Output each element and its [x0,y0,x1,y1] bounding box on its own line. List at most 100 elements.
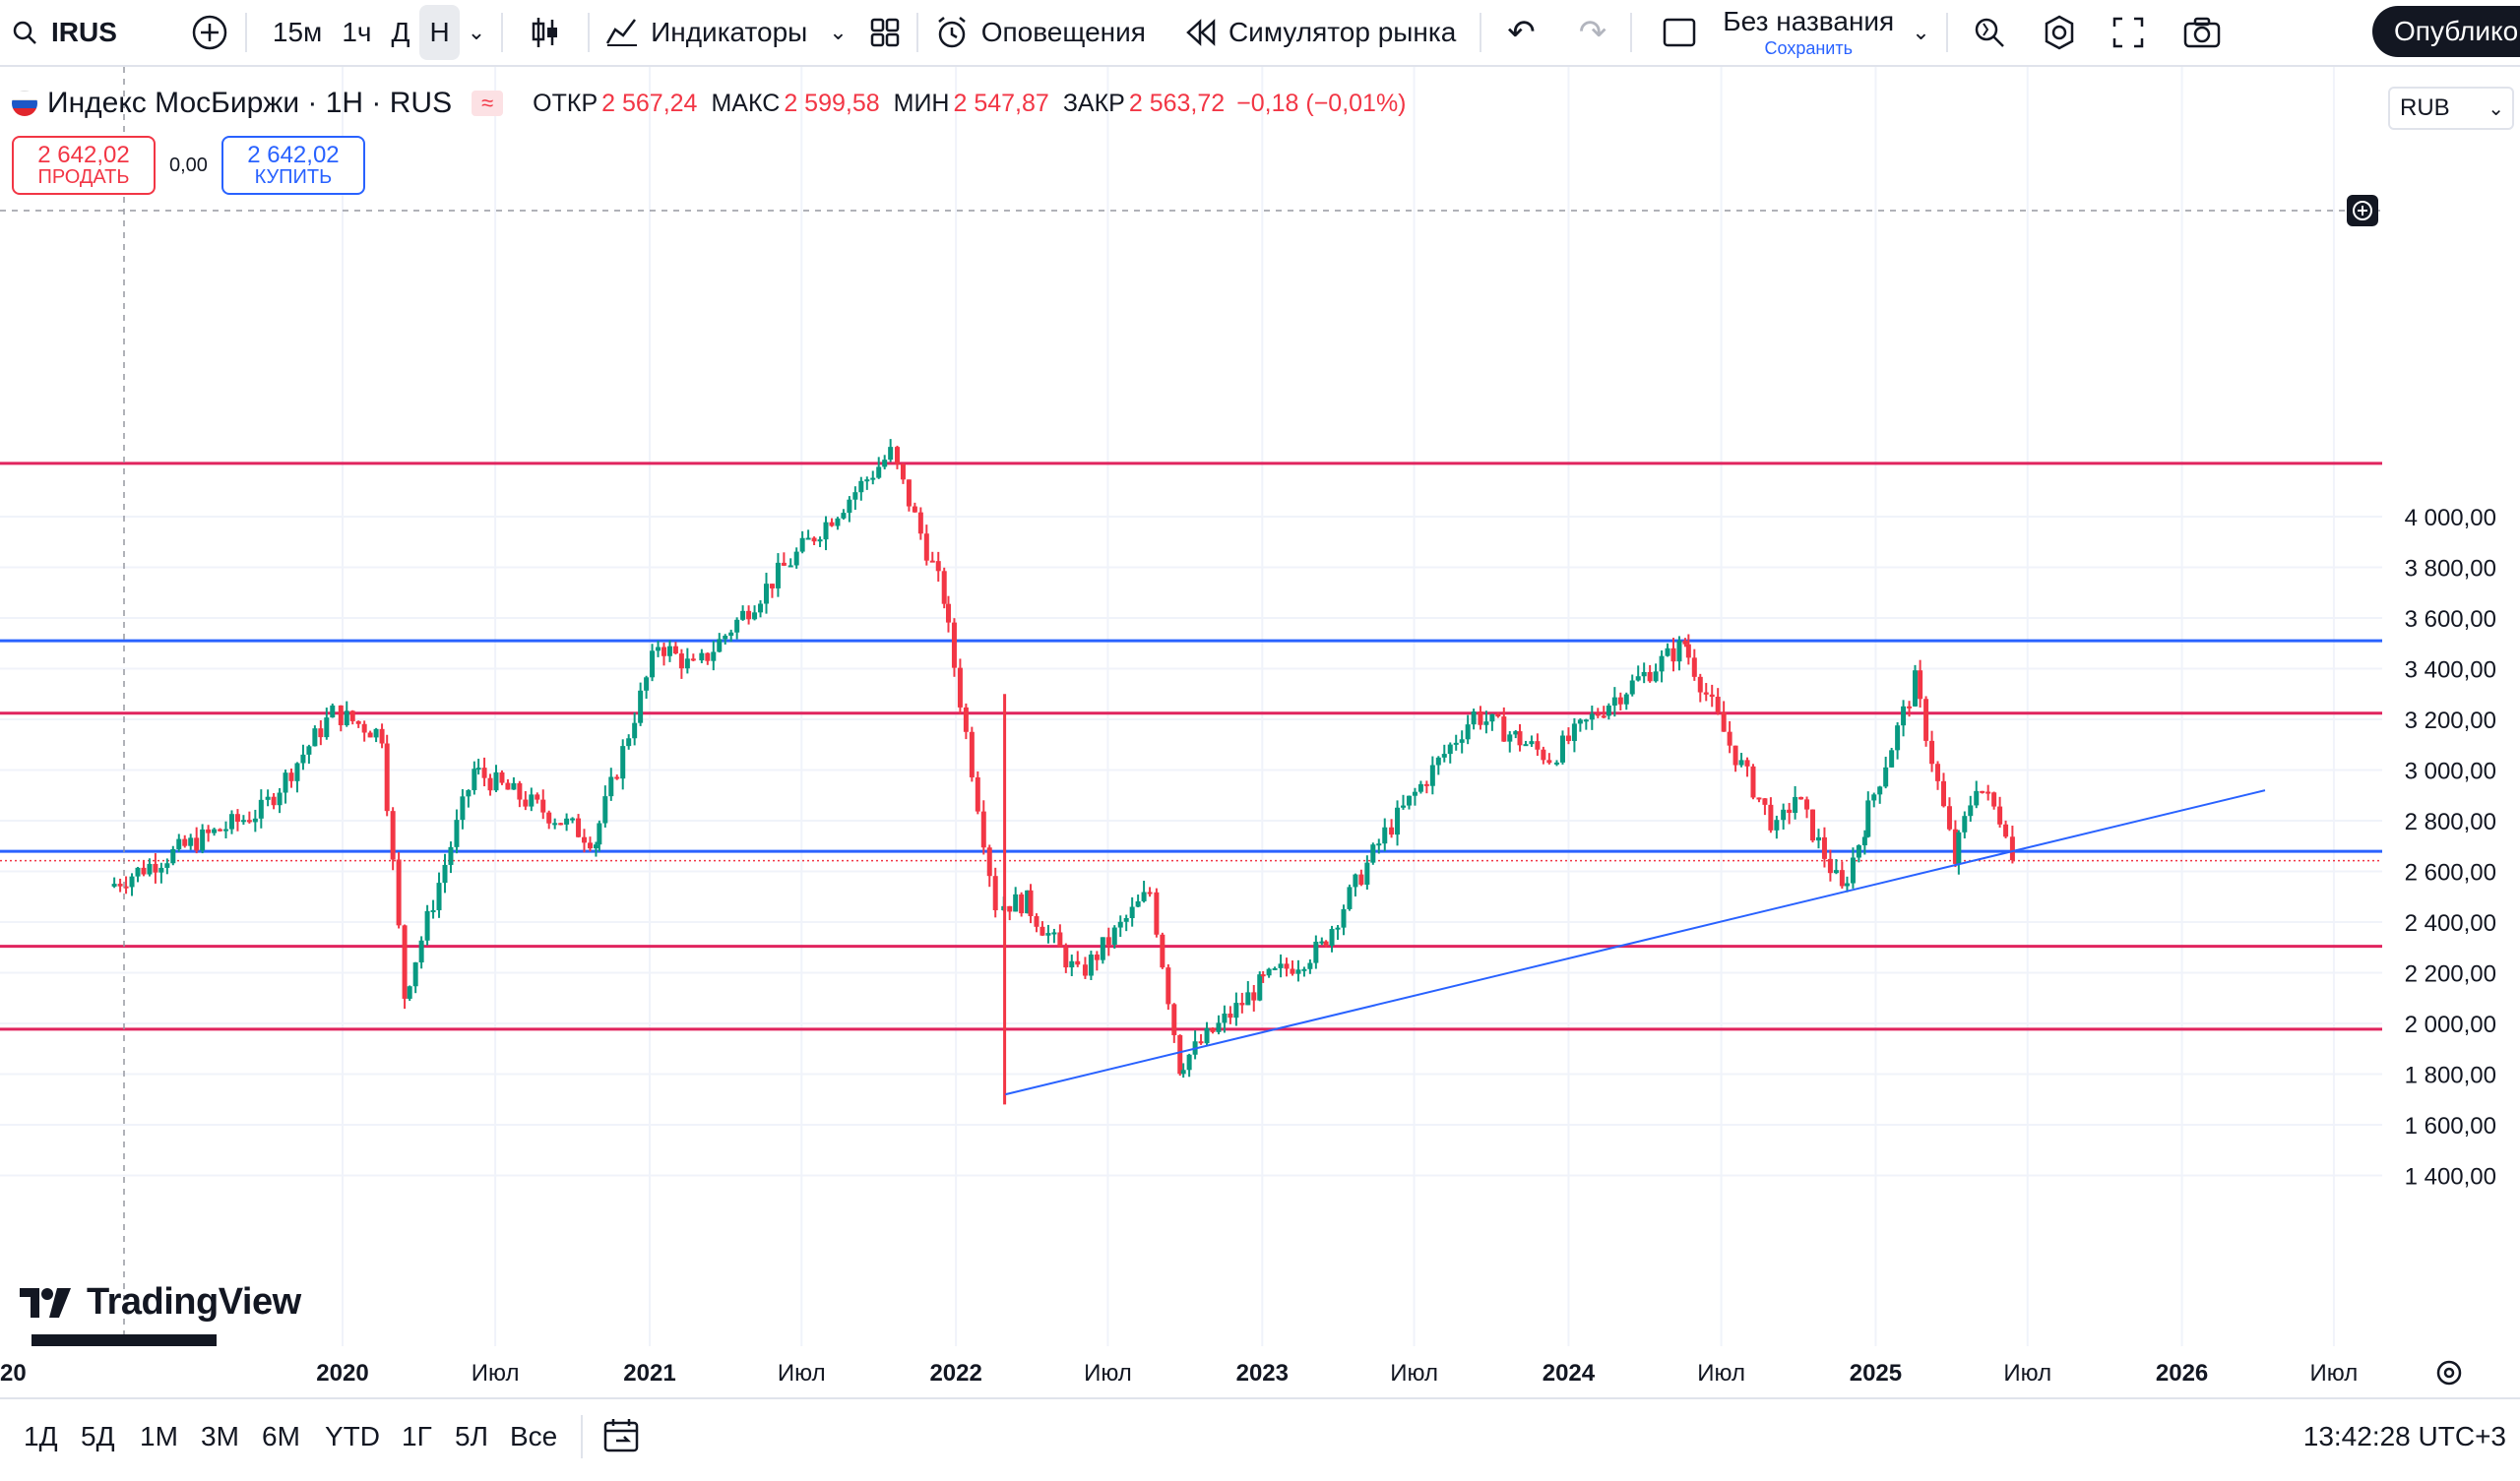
timeframe-1h[interactable]: 1ч [342,17,372,47]
layout-button[interactable]: Без названия Сохранить [1662,5,1894,60]
candle-body [941,571,947,604]
candle-body [582,836,588,843]
timeframe-day[interactable]: Д [391,17,410,47]
candle-body [900,463,906,480]
settings-gear-icon[interactable] [2041,5,2078,60]
candle-body [1180,1070,1186,1075]
candle-body [1589,713,1595,720]
range-6m[interactable]: 6М [262,1421,300,1451]
indicators-chevron-down-icon[interactable]: ⌄ [829,20,848,44]
compare-add-icon[interactable] [190,5,229,60]
indicators-button[interactable]: Индикаторы [605,5,807,60]
range-5y[interactable]: 5Л [455,1421,488,1451]
publish-button[interactable]: Опублико [2372,6,2520,57]
candle-body [252,818,258,823]
candle-body [481,768,487,778]
candle-body [1260,974,1266,977]
candle-body [460,796,466,821]
range-1d[interactable]: 1Д [24,1421,58,1451]
timeframe-week[interactable]: Н [419,5,460,60]
range-1y[interactable]: 1Г [402,1421,432,1451]
candle-body [1877,786,1883,795]
candle-body [111,884,117,887]
tradingview-logo[interactable]: TradingView [18,1281,301,1324]
low-label: МИН [893,89,950,117]
symbol-name[interactable]: IRUS [51,17,117,47]
candle-body [608,776,614,797]
candle-body [1301,968,1307,971]
candle-body [407,986,412,999]
candle-body [935,561,941,572]
candle-body [1935,764,1941,781]
range-ytd[interactable]: YTD [325,1421,380,1451]
candle-body [1307,962,1313,969]
wave-badge-icon[interactable]: ≈ [472,91,504,116]
series-title[interactable]: Индекс МосБиржи · 1Н · RUS [47,87,453,119]
range-5d[interactable]: 5Д [81,1421,115,1451]
templates-grid-icon[interactable] [869,5,901,60]
time-axis: 2020 Июл 2021 Июл 2022 Июл 2023 Июл 2024 Июл 2025 И… [0,1346,2520,1395]
timeframe-15m[interactable]: 15м [272,17,323,47]
candle-body [1007,905,1013,912]
candle-body [454,820,460,847]
candle-body [1435,757,1441,766]
candle-body [1290,968,1295,974]
candle-body [1974,790,1980,806]
layout-save-label[interactable]: Сохранить [1764,38,1853,58]
candle-body [475,768,481,771]
candle-body [1827,858,1833,874]
candle-body [283,772,288,793]
candle-body [499,771,505,783]
range-3m[interactable]: 3М [201,1421,239,1451]
candle-body [906,479,912,507]
y-tick-label: 3 400,00 [2405,657,2496,684]
fullscreen-icon[interactable] [2111,5,2145,60]
symbol-search-icon[interactable] [12,5,37,60]
layout-chevron-down-icon[interactable]: ⌄ [1912,20,1930,44]
candle-body [1051,932,1057,935]
currency-select[interactable]: RUB ⌄ [2388,87,2514,130]
y-tick-label: 3 800,00 [2405,556,2496,583]
undo-icon[interactable]: ↶ [1507,14,1536,51]
candle-body [1459,739,1465,743]
close-label: ЗАКР [1062,89,1125,117]
range-1m[interactable]: 1М [140,1421,178,1451]
candle-body [1517,731,1523,746]
candles-chart-type-icon[interactable] [531,5,560,60]
range-all[interactable]: Все [510,1421,558,1451]
candle-body [1571,723,1577,742]
candle-body [194,837,200,851]
open-value: 2 567,24 [601,89,698,117]
candle-body [1313,941,1319,963]
candle-body [1535,741,1541,750]
candle-body [672,646,678,654]
x-tick-label: Июл [2310,1360,2359,1387]
candle-body [265,796,271,800]
candle-body [1111,927,1117,945]
candle-body [390,811,396,860]
y-tick-label: 3 200,00 [2405,708,2496,734]
alerts-button[interactable]: Оповещения [934,5,1146,60]
timeframe-chevron-down-icon[interactable]: ⌄ [467,20,486,44]
price-chart[interactable]: 3 510,253 224,102 679,072 304,371 977,24… [0,67,2520,1395]
candle-body [493,771,499,791]
y-tick-label: 2 600,00 [2405,860,2496,887]
candle-body [929,560,935,563]
candle-body [699,652,705,661]
clock-timezone[interactable]: 13:42:28 UTC+3 [2302,1421,2506,1451]
sell-button[interactable]: 2 642,02 ПРОДАТЬ [12,136,156,195]
candle-body [1418,783,1423,792]
candle-body [1871,794,1877,801]
y-tick-label: 1 800,00 [2405,1063,2496,1089]
candle-body [1541,749,1546,761]
redo-icon[interactable]: ↷ [1578,14,1607,51]
replay-button[interactable]: Симулятор рынка [1185,5,1456,60]
goto-date-icon[interactable] [602,1417,642,1461]
candle-body [448,846,454,865]
camera-icon[interactable] [2182,5,2222,60]
quick-search-icon[interactable] [1972,5,2007,60]
candle-body [1186,1054,1192,1071]
candle-body [2009,836,2015,861]
buy-button[interactable]: 2 642,02 КУПИТЬ [220,136,365,195]
candle-body [1721,711,1727,732]
